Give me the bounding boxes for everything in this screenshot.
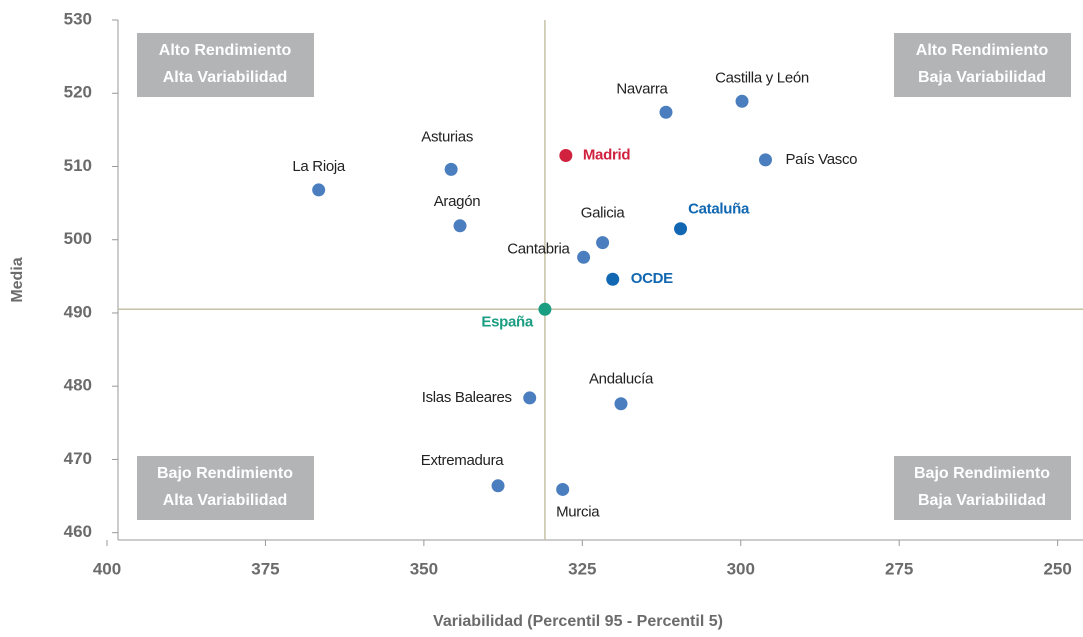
y-axis-title: Media xyxy=(9,257,26,302)
point xyxy=(453,219,467,233)
quadrant-label: Alto Rendimiento xyxy=(159,42,292,59)
y-tick-label: 510 xyxy=(64,156,92,175)
point xyxy=(444,162,458,176)
point xyxy=(614,397,628,411)
point xyxy=(758,153,772,167)
quadrant-label: Alta Variabilidad xyxy=(163,69,287,86)
x-tick-label: 325 xyxy=(568,559,596,578)
quadrant-label: Bajo Rendimiento xyxy=(914,465,1050,482)
point-label: Extremadura xyxy=(421,452,505,469)
point xyxy=(659,105,673,119)
point-label: Murcia xyxy=(556,503,600,520)
quadrant-label: Baja Variabilidad xyxy=(918,492,1046,509)
y-tick-label: 520 xyxy=(64,83,92,102)
x-tick-label: 350 xyxy=(410,559,438,578)
point-label: Madrid xyxy=(583,146,631,163)
x-axis-title: Variabilidad (Percentil 95 - Percentil 5… xyxy=(433,613,723,630)
x-tick-label: 300 xyxy=(727,559,755,578)
point xyxy=(674,222,688,236)
y-tick-label: 480 xyxy=(64,376,92,395)
point xyxy=(577,250,591,264)
point-label: Navarra xyxy=(616,80,668,97)
point xyxy=(312,183,326,197)
quadrant-label: Baja Variabilidad xyxy=(918,69,1046,86)
quadrant-label: Bajo Rendimiento xyxy=(157,465,293,482)
point-label: País Vasco xyxy=(785,151,857,168)
point-label: Cataluña xyxy=(688,201,750,218)
point-label: Andalucía xyxy=(589,371,654,388)
point xyxy=(538,302,552,316)
point xyxy=(491,479,505,493)
point-label: Castilla y León xyxy=(715,69,809,86)
y-tick-label: 500 xyxy=(64,229,92,248)
point-label: Asturias xyxy=(421,128,473,145)
point-label: Islas Baleares xyxy=(422,389,512,406)
quadrant-box xyxy=(894,33,1071,97)
point xyxy=(559,148,573,162)
point xyxy=(556,482,570,496)
y-tick-label: 530 xyxy=(64,9,92,28)
x-tick-label: 250 xyxy=(1043,559,1071,578)
point-label: Aragón xyxy=(434,193,481,210)
point xyxy=(735,94,749,108)
x-tick-label: 400 xyxy=(93,559,121,578)
point xyxy=(523,391,537,405)
y-tick-label: 490 xyxy=(64,302,92,321)
x-tick-label: 275 xyxy=(885,559,913,578)
x-tick-label: 375 xyxy=(251,559,279,578)
quadrant-label: Alta Variabilidad xyxy=(163,492,287,509)
quadrant-label: Alto Rendimiento xyxy=(916,42,1049,59)
quadrant-box xyxy=(894,456,1071,520)
point-label: La Rioja xyxy=(292,158,346,175)
point xyxy=(606,272,620,286)
point-label: España xyxy=(481,313,534,330)
point-label: Galicia xyxy=(581,205,626,222)
quadrant-box xyxy=(137,33,314,97)
point-label: OCDE xyxy=(631,270,673,287)
point-label: Cantabria xyxy=(507,240,570,257)
y-tick-label: 470 xyxy=(64,449,92,468)
point xyxy=(596,236,610,250)
quadrant-box xyxy=(137,456,314,520)
y-tick-label: 460 xyxy=(64,522,92,541)
